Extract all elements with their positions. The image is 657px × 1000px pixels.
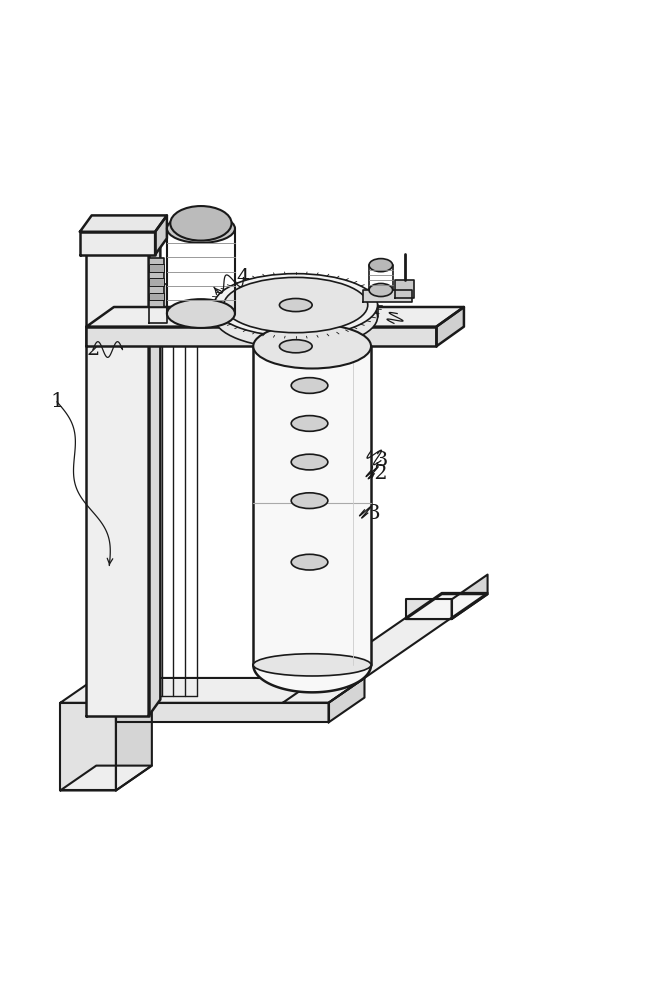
Polygon shape	[406, 599, 451, 619]
Polygon shape	[80, 232, 155, 255]
Ellipse shape	[167, 299, 235, 328]
Text: 32: 32	[361, 464, 388, 483]
Polygon shape	[148, 284, 167, 323]
Text: 4: 4	[237, 268, 250, 287]
Ellipse shape	[369, 283, 393, 297]
Text: 3: 3	[374, 451, 388, 470]
Text: 1: 1	[51, 392, 64, 411]
Polygon shape	[406, 594, 487, 619]
Polygon shape	[148, 225, 160, 716]
Polygon shape	[116, 678, 152, 790]
Ellipse shape	[167, 214, 235, 243]
Ellipse shape	[214, 285, 378, 348]
Ellipse shape	[279, 298, 312, 312]
Polygon shape	[60, 766, 152, 790]
Polygon shape	[395, 280, 415, 298]
Ellipse shape	[291, 454, 328, 470]
Bar	[253, 346, 371, 665]
Text: 33: 33	[354, 504, 381, 523]
Polygon shape	[328, 678, 365, 722]
Polygon shape	[436, 307, 464, 346]
Ellipse shape	[253, 324, 371, 369]
Ellipse shape	[291, 378, 328, 393]
Polygon shape	[451, 575, 487, 619]
Ellipse shape	[170, 206, 231, 241]
Polygon shape	[87, 225, 160, 242]
Polygon shape	[155, 215, 167, 255]
Polygon shape	[283, 593, 487, 703]
Ellipse shape	[224, 277, 368, 333]
Polygon shape	[116, 678, 365, 703]
Polygon shape	[363, 290, 412, 302]
Ellipse shape	[291, 416, 328, 431]
Polygon shape	[87, 242, 148, 716]
Polygon shape	[87, 327, 436, 346]
Polygon shape	[149, 264, 164, 272]
Polygon shape	[87, 307, 464, 327]
Polygon shape	[149, 293, 164, 300]
Polygon shape	[253, 665, 371, 692]
Polygon shape	[60, 678, 152, 703]
Text: 2: 2	[86, 340, 100, 359]
Polygon shape	[149, 258, 164, 307]
Polygon shape	[60, 703, 116, 790]
Polygon shape	[116, 703, 328, 722]
Text: 6: 6	[387, 314, 401, 333]
Ellipse shape	[369, 259, 393, 272]
Ellipse shape	[214, 274, 378, 336]
Ellipse shape	[291, 493, 328, 509]
Polygon shape	[149, 278, 164, 286]
Ellipse shape	[253, 654, 371, 676]
Ellipse shape	[279, 340, 312, 353]
Ellipse shape	[291, 554, 328, 570]
Polygon shape	[80, 215, 167, 232]
